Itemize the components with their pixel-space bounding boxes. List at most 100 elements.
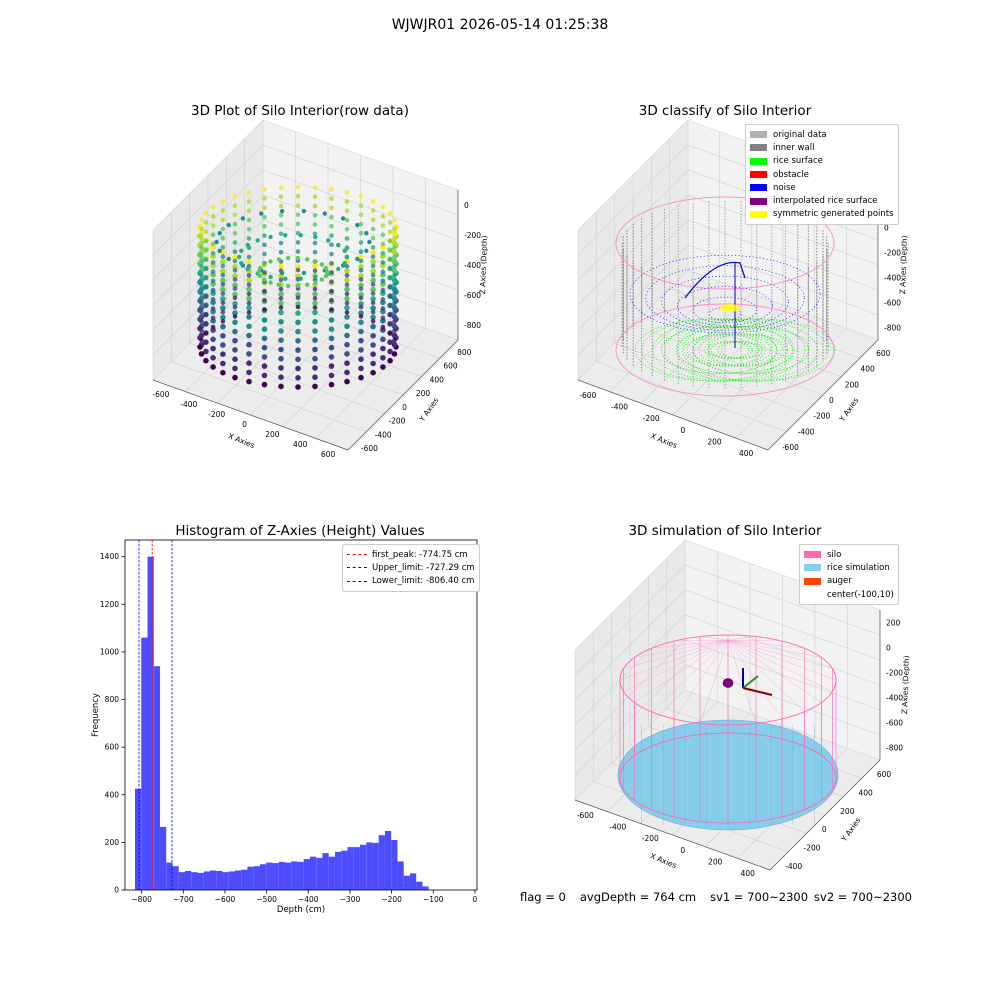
scatter-point bbox=[278, 277, 284, 283]
scatter-point bbox=[210, 364, 216, 370]
symmetric-points bbox=[720, 304, 740, 312]
scatter-point bbox=[220, 208, 226, 213]
scatter-point bbox=[358, 249, 364, 254]
legend-label: silo bbox=[827, 549, 842, 560]
scatter-point bbox=[305, 257, 310, 262]
scatter-point bbox=[358, 337, 364, 344]
scatter-point bbox=[312, 355, 318, 362]
scatter-point bbox=[232, 249, 238, 254]
scatter-point bbox=[319, 277, 325, 282]
noise-points bbox=[708, 307, 742, 321]
scatter-point bbox=[312, 222, 318, 227]
z-tick-label: -600 bbox=[884, 299, 901, 308]
scatter-point bbox=[312, 291, 318, 297]
x-tick-label: −200 bbox=[381, 895, 402, 904]
x-tick-label: -400 bbox=[611, 403, 628, 412]
scatter-point bbox=[358, 365, 364, 372]
scatter-point bbox=[276, 282, 281, 287]
scatter-point bbox=[370, 217, 376, 223]
z-tick-label: -800 bbox=[884, 324, 901, 333]
scatter-point bbox=[220, 314, 226, 321]
scatter-point bbox=[344, 217, 350, 223]
scatter-point bbox=[220, 268, 226, 275]
scatter-point bbox=[391, 314, 398, 320]
legend-line bbox=[347, 580, 367, 582]
x-axis-label: Depth (cm) bbox=[277, 905, 325, 915]
plot1-title: 3D Plot of Silo Interior(row data) bbox=[191, 103, 409, 119]
x-tick-label: 400 bbox=[741, 869, 756, 878]
scatter-point bbox=[232, 328, 238, 335]
scatter-point bbox=[391, 295, 398, 302]
scatter-point bbox=[298, 276, 303, 281]
y-tick-label: 600 bbox=[105, 743, 120, 752]
gridline bbox=[152, 169, 459, 281]
scatter-point bbox=[203, 247, 209, 253]
scatter-point bbox=[358, 301, 364, 307]
scatter-point bbox=[312, 319, 318, 325]
scatter-point bbox=[358, 356, 364, 363]
scatter-point bbox=[268, 234, 273, 240]
scatter-point bbox=[358, 254, 364, 261]
scatter-point bbox=[305, 282, 310, 287]
scatter-point bbox=[199, 282, 204, 288]
scatter-point bbox=[387, 348, 393, 355]
scatter-point bbox=[203, 284, 209, 290]
scatter-point bbox=[344, 282, 350, 288]
z-tick-label: 0 bbox=[464, 201, 469, 210]
scatter-point bbox=[392, 337, 397, 343]
scatter-point bbox=[380, 345, 386, 352]
scatter-point bbox=[246, 208, 252, 214]
scatter-point bbox=[261, 363, 268, 369]
scatter-point bbox=[220, 235, 226, 241]
scatter-point bbox=[214, 239, 219, 245]
scatter-point bbox=[312, 365, 318, 371]
x-tick-label: −800 bbox=[131, 895, 152, 904]
gridline bbox=[736, 178, 847, 439]
scatter-point bbox=[391, 351, 398, 357]
scatter-point bbox=[232, 194, 238, 199]
histogram-bar bbox=[409, 873, 417, 890]
scatter-point bbox=[295, 328, 301, 335]
rice-surface-ring bbox=[704, 333, 784, 367]
scatter-point bbox=[312, 337, 318, 344]
scatter-point bbox=[232, 273, 238, 279]
histogram-bar bbox=[141, 637, 148, 890]
histogram-bar bbox=[159, 826, 167, 890]
scatter-point bbox=[312, 263, 318, 270]
legend-entry: interpolated rice surface bbox=[750, 194, 894, 207]
histogram-bar bbox=[259, 864, 267, 890]
scatter-point bbox=[246, 199, 252, 204]
silo-roof-line bbox=[727, 639, 805, 649]
scatter-point bbox=[370, 369, 376, 376]
scatter-point bbox=[370, 296, 376, 302]
scatter-point bbox=[391, 240, 398, 246]
silo-roof-line bbox=[727, 639, 783, 642]
scatter-point bbox=[380, 306, 386, 311]
scatter-point bbox=[285, 255, 291, 261]
rice-surface-ring bbox=[641, 318, 795, 382]
legend-swatch bbox=[750, 171, 767, 179]
histogram-bar bbox=[316, 857, 323, 890]
legend-entry: original data bbox=[750, 128, 894, 141]
scatter-point bbox=[220, 291, 226, 296]
scatter-point bbox=[391, 231, 398, 237]
legend-entry: Upper_limit: -727.29 cm bbox=[347, 561, 475, 574]
scatter-point bbox=[210, 345, 216, 352]
silo-roof-line bbox=[623, 639, 729, 692]
scatter-point bbox=[278, 222, 284, 227]
scatter-point bbox=[278, 263, 284, 270]
scatter-point bbox=[262, 307, 267, 312]
scatter-point bbox=[203, 348, 209, 355]
scatter-point bbox=[220, 245, 226, 250]
y-tick-label: 600 bbox=[876, 349, 891, 358]
scatter-point bbox=[358, 314, 364, 319]
scatter-point bbox=[328, 381, 335, 388]
gridline bbox=[315, 178, 426, 439]
histogram-bar bbox=[334, 851, 342, 890]
scatter-point bbox=[364, 248, 369, 253]
x-tick-label: 200 bbox=[707, 438, 722, 447]
scatter-point bbox=[203, 303, 209, 308]
scatter-point bbox=[203, 275, 209, 281]
z-tick-label: -400 bbox=[464, 261, 481, 270]
scatter-point bbox=[255, 238, 260, 243]
